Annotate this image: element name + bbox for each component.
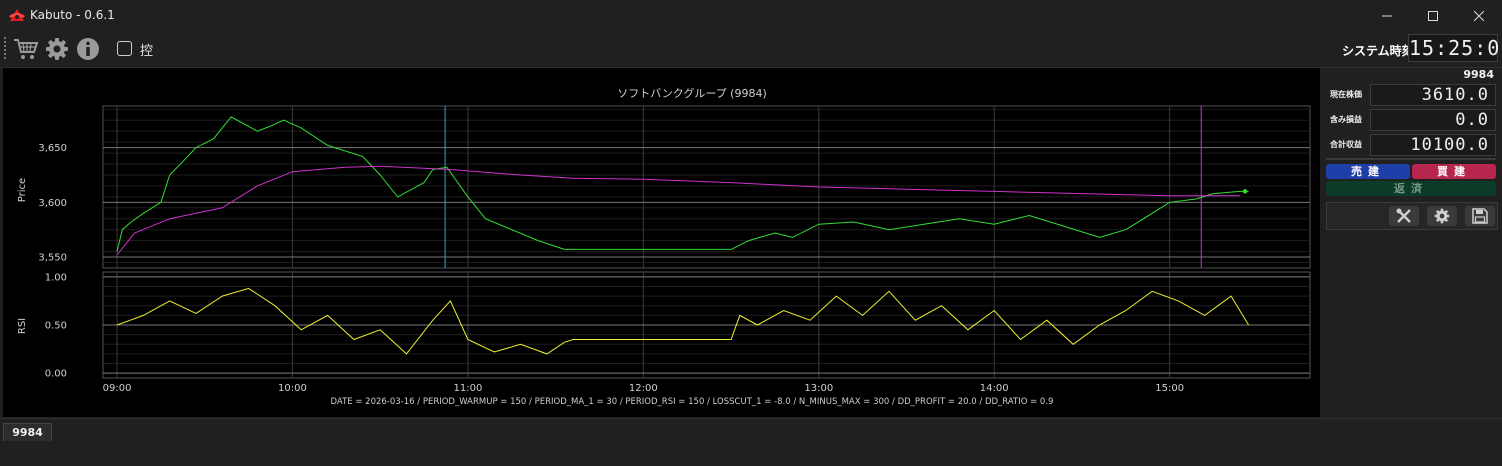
cart-button[interactable] — [13, 36, 39, 62]
x-tick-label: 10:00 — [278, 383, 307, 394]
gear-icon — [1434, 208, 1450, 224]
minimize-icon — [1382, 15, 1392, 16]
title-bar: Kabuto - 0.6.1 — [0, 0, 1502, 31]
close-button[interactable] — [1456, 0, 1502, 31]
chart-title: ソフトバンクグループ (9984) — [617, 86, 767, 100]
price-tick-label: 3,600 — [38, 198, 67, 209]
toolbar-grip[interactable] — [4, 37, 6, 61]
tools-icon — [1396, 208, 1411, 223]
unrealized-pl-label: 含み損益 — [1330, 115, 1362, 124]
x-tick-label: 14:00 — [980, 383, 1009, 394]
rsi-axis-label: RSI — [17, 318, 28, 334]
buy-button[interactable]: 買建 — [1412, 164, 1496, 179]
sell-button[interactable]: 売建 — [1326, 164, 1410, 179]
unrealized-pl-row: 含み損益 0.0 — [1326, 109, 1496, 131]
panel-settings-button[interactable] — [1427, 206, 1457, 226]
control-checkbox-label: 控 — [140, 44, 154, 59]
price-panel-frame — [102, 105, 1311, 269]
minimize-button[interactable] — [1364, 0, 1410, 31]
save-button[interactable] — [1465, 206, 1495, 226]
current-price-row: 現在株価 3610.0 — [1326, 84, 1496, 106]
unrealized-pl-value: 0.0 — [1370, 109, 1496, 131]
x-tick-label: 12:00 — [629, 383, 658, 394]
rsi-tick-label: 0.00 — [45, 369, 67, 380]
save-icon — [1472, 208, 1488, 224]
panel-divider — [1326, 158, 1496, 160]
price-rsi-chart: ソフトバンクグループ (9984) 09:00 10:00 11:00 12:00 13… — [17, 86, 1311, 407]
settings-button[interactable] — [44, 36, 70, 62]
chart-parameters-footer: DATE = 2026-03-16 / PERIOD_WARMUP = 150 … — [331, 397, 1054, 407]
total-profit-row: 合計収益 10100.0 — [1326, 134, 1496, 156]
repay-button[interactable]: 返済 — [1326, 181, 1496, 196]
x-tick-label: 09:00 — [103, 383, 132, 394]
price-tick-label: 3,650 — [38, 143, 67, 154]
maximize-button[interactable] — [1410, 0, 1456, 31]
trading-panel: 9984 現在株価 3610.0 含み損益 0.0 合計収益 10100.0 売… — [1322, 68, 1502, 417]
tab-9984[interactable]: 9984 — [3, 423, 52, 441]
current-price-value: 3610.0 — [1370, 84, 1496, 106]
chart-area: ソフトバンクグループ (9984) 09:00 10:00 11:00 12:00 13… — [3, 68, 1320, 417]
ticker-code: 9984 — [1463, 68, 1494, 81]
rsi-line — [116, 287, 1250, 355]
price-axis-label: Price — [17, 178, 28, 202]
info-icon — [77, 38, 99, 60]
tool-panel — [1326, 202, 1498, 230]
maximize-icon — [1428, 10, 1438, 21]
x-tick-label: 15:00 — [1155, 383, 1184, 394]
rsi-tick-label: 1.00 — [45, 272, 67, 283]
window-title: Kabuto - 0.6.1 — [30, 8, 115, 22]
toolbar: 控 システム時刻 15:25:01 — [0, 31, 1502, 68]
system-time-label: システム時刻 — [1342, 44, 1414, 58]
last-price-marker — [1242, 189, 1248, 194]
close-icon — [1474, 10, 1484, 21]
control-checkbox[interactable] — [117, 41, 132, 56]
info-button[interactable] — [75, 36, 101, 62]
tab-bar: 9984 — [0, 418, 1502, 466]
total-profit-value: 10100.0 — [1370, 134, 1496, 156]
system-time-display: 15:25:01 — [1408, 34, 1502, 62]
x-tick-label: 11:00 — [453, 383, 482, 394]
total-profit-label: 合計収益 — [1330, 140, 1362, 149]
tools-button[interactable] — [1389, 206, 1419, 226]
kabuto-logo-icon — [9, 9, 25, 21]
price-tick-label: 3,550 — [38, 253, 67, 264]
x-tick-label: 13:00 — [804, 383, 833, 394]
moving-average-line — [116, 165, 1240, 256]
price-line — [116, 116, 1249, 252]
gear-icon — [46, 38, 68, 60]
current-price-label: 現在株価 — [1330, 90, 1362, 99]
cart-icon — [14, 39, 39, 59]
rsi-tick-label: 0.50 — [45, 321, 67, 332]
